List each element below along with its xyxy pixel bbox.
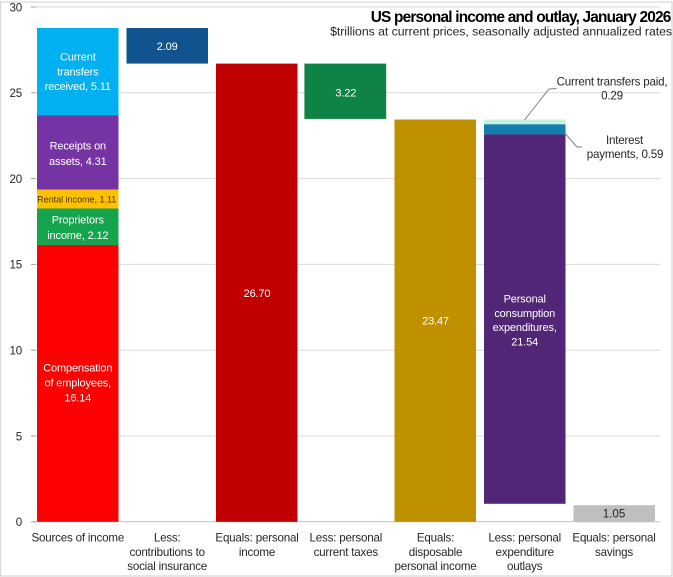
svg-text:Current: Current — [60, 52, 96, 64]
svg-text:Rental income, 1.11: Rental income, 1.11 — [37, 195, 116, 205]
svg-text:of employees,: of employees, — [45, 378, 112, 390]
svg-text:income, 2.12: income, 2.12 — [47, 230, 108, 242]
svg-text:1.05: 1.05 — [603, 508, 626, 521]
svg-text:30: 30 — [10, 1, 23, 14]
svg-text:21.54: 21.54 — [511, 336, 538, 348]
svg-text:26.70: 26.70 — [244, 288, 271, 300]
svg-text:Current transfers paid,: Current transfers paid, — [557, 76, 668, 89]
svg-text:received, 5.11: received, 5.11 — [45, 81, 111, 93]
svg-text:10: 10 — [10, 345, 23, 358]
svg-text:assets, 4.31: assets, 4.31 — [49, 156, 107, 168]
svg-text:25: 25 — [10, 87, 23, 100]
svg-text:$trillions at current prices,: $trillions at current prices, seasonally… — [330, 25, 672, 39]
svg-text:contributions to: contributions to — [129, 546, 204, 559]
svg-text:income: income — [239, 546, 275, 559]
svg-text:expenditures,: expenditures, — [493, 322, 557, 334]
svg-text:Interest: Interest — [606, 134, 644, 147]
svg-text:Compensation: Compensation — [43, 363, 112, 375]
svg-text:23.47: 23.47 — [422, 316, 449, 328]
svg-text:Equals: personal: Equals: personal — [572, 532, 655, 545]
svg-text:outlays: outlays — [507, 560, 543, 573]
svg-text:Receipts on: Receipts on — [50, 140, 106, 152]
svg-text:personal income: personal income — [394, 560, 476, 573]
svg-text:0.29: 0.29 — [601, 89, 623, 102]
svg-text:savings: savings — [595, 546, 633, 559]
svg-text:consumption: consumption — [494, 308, 555, 320]
svg-text:Sources of income: Sources of income — [31, 532, 124, 545]
svg-text:US personal income and outlay,: US personal income and outlay, January 2… — [371, 9, 671, 26]
svg-text:payments, 0.59: payments, 0.59 — [587, 148, 663, 161]
svg-text:Proprietors: Proprietors — [52, 214, 105, 226]
svg-text:Personal: Personal — [504, 294, 546, 306]
svg-text:social insurance: social insurance — [127, 560, 207, 573]
svg-text:Less: personal: Less: personal — [309, 532, 382, 545]
svg-text:20: 20 — [10, 173, 23, 186]
svg-text:0: 0 — [16, 516, 22, 529]
svg-text:current taxes: current taxes — [314, 546, 379, 559]
svg-text:transfers: transfers — [57, 66, 99, 78]
svg-text:Equals:: Equals: — [417, 532, 454, 545]
svg-text:Less: personal: Less: personal — [488, 532, 561, 545]
svg-text:Less:: Less: — [154, 532, 181, 545]
svg-text:5: 5 — [16, 430, 22, 443]
svg-text:15: 15 — [10, 259, 23, 272]
svg-text:3.22: 3.22 — [335, 88, 356, 100]
svg-text:16.14: 16.14 — [64, 393, 91, 405]
svg-text:2.09: 2.09 — [157, 41, 178, 53]
svg-text:expenditure: expenditure — [496, 546, 554, 559]
svg-text:disposable: disposable — [409, 546, 462, 559]
svg-text:Equals: personal: Equals: personal — [215, 532, 298, 545]
